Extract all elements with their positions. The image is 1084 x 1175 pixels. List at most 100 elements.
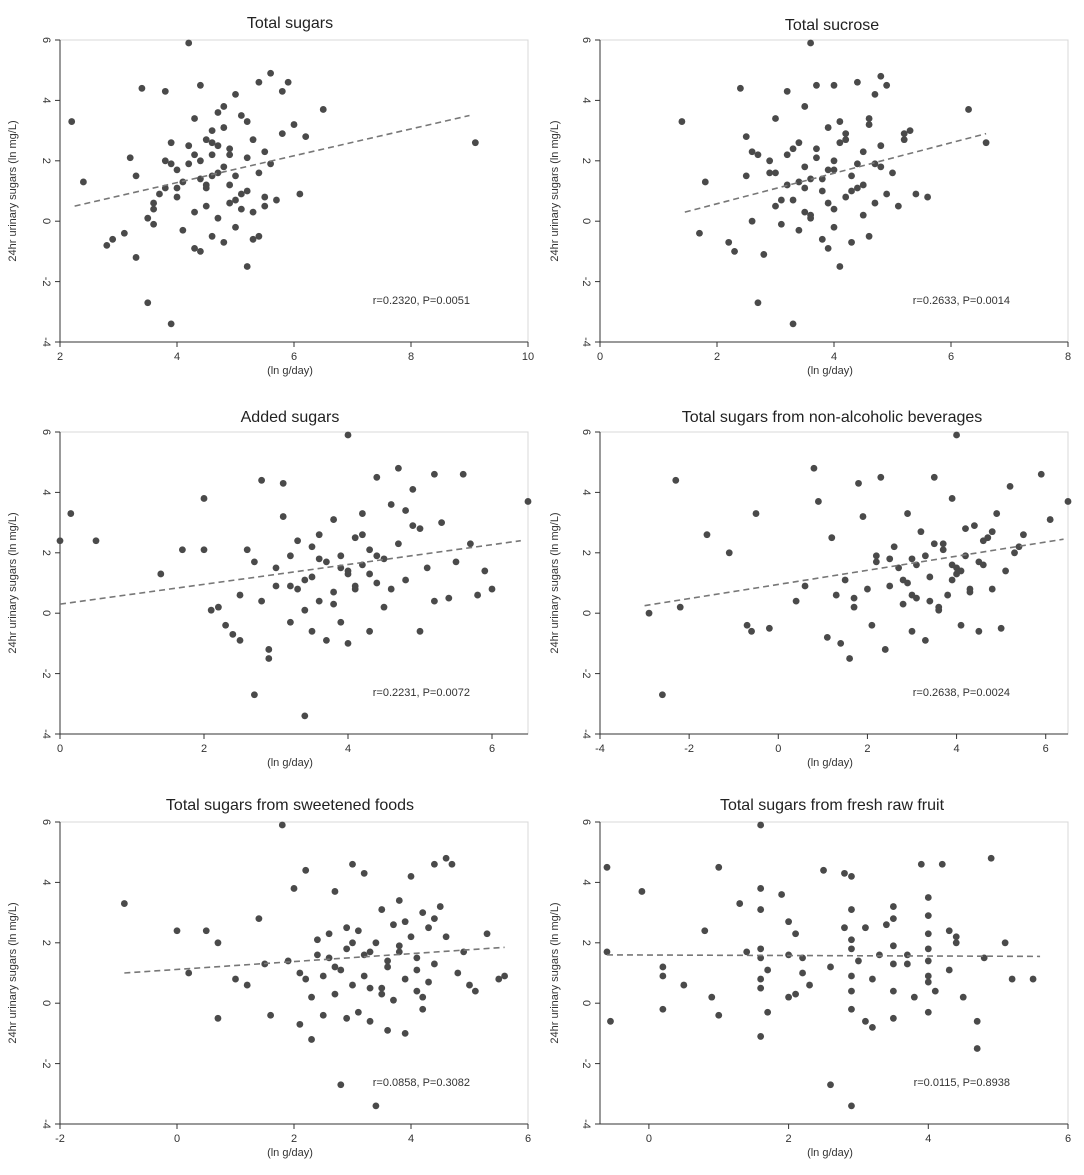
panel-6-data-point bbox=[607, 1017, 614, 1025]
panel-1-data-point bbox=[255, 232, 263, 240]
panel-1-data-point bbox=[202, 184, 210, 192]
panel-6-data-point bbox=[973, 1017, 981, 1025]
panel-3-data-point bbox=[366, 570, 373, 578]
panel-1-data-point bbox=[296, 190, 304, 198]
panel-4-data-point bbox=[672, 476, 680, 484]
panel-6-data-point bbox=[924, 957, 932, 965]
panel-5-data-point bbox=[202, 927, 210, 935]
panel-3-data-point bbox=[380, 603, 388, 611]
panel-5-data-point bbox=[401, 918, 409, 926]
panel-2-data-point bbox=[848, 172, 855, 180]
panel-1-data-point bbox=[185, 142, 193, 150]
panel-5-data-point bbox=[384, 957, 391, 965]
panel-3-data-point bbox=[308, 543, 316, 551]
panel-1-data-point bbox=[179, 226, 187, 234]
panel-2-data-point bbox=[772, 115, 779, 122]
panel-3-data-point bbox=[431, 470, 438, 478]
panel-1-data-point bbox=[249, 208, 257, 216]
panel-2-data-point bbox=[859, 181, 867, 189]
panel-2-data-point bbox=[877, 142, 885, 150]
panel-6-data-point bbox=[757, 906, 765, 913]
panel-5-y-tick-label: 2 bbox=[40, 940, 52, 946]
panel-5-data-point bbox=[454, 969, 462, 977]
panel-6-data-point bbox=[931, 987, 939, 995]
panel-6-data-point bbox=[757, 945, 765, 953]
panel-3-data-point bbox=[373, 552, 381, 560]
panel-6-data-point bbox=[924, 972, 932, 980]
panel-5-data-point bbox=[349, 981, 356, 989]
panel-4-data-point bbox=[921, 636, 929, 644]
panel-4-data-point bbox=[815, 498, 822, 505]
panel-3-data-point bbox=[315, 555, 323, 563]
panel-2-data-point bbox=[900, 130, 908, 138]
panel-1-data-point bbox=[132, 254, 140, 261]
panel-1-x-tick-label: 4 bbox=[174, 351, 180, 363]
panel-5-data-point bbox=[442, 854, 450, 862]
panel-1-y-tick-label: -4 bbox=[40, 337, 52, 347]
panel-1-data-point bbox=[249, 136, 257, 144]
panel-6-data-point bbox=[903, 960, 911, 968]
panel-4-data-point bbox=[886, 582, 894, 590]
panel-1-x-tick-label: 2 bbox=[57, 351, 63, 363]
panel-1-y-tick-label: 2 bbox=[40, 158, 52, 164]
panel-2-data-point bbox=[824, 166, 832, 174]
panel-5-data-point bbox=[425, 978, 432, 986]
panel-2-data-point bbox=[965, 106, 972, 113]
panel-3-x-tick-label: 6 bbox=[489, 743, 495, 755]
panel-3-data-point bbox=[330, 516, 337, 523]
panel-1-data-point bbox=[232, 223, 239, 231]
panel-2-data-point bbox=[854, 160, 861, 168]
panel-4-x-tick-label: -2 bbox=[684, 743, 694, 755]
panel-4-data-point bbox=[872, 558, 880, 566]
panel-5-data-point bbox=[331, 888, 339, 895]
panel-4-data-point bbox=[850, 603, 858, 611]
panel-1-data-point bbox=[161, 87, 169, 95]
panel-1-data-point bbox=[237, 112, 245, 119]
panel-1-data-point bbox=[138, 84, 146, 92]
panel-1-x-tick-label: 8 bbox=[408, 351, 414, 363]
panel-5-data-point bbox=[232, 975, 239, 983]
panel-2-data-point bbox=[836, 263, 844, 270]
panel-5-data-point bbox=[431, 960, 438, 968]
panel-3-data-point bbox=[279, 479, 287, 487]
panel-3-y-tick-label: -2 bbox=[40, 669, 52, 679]
panel-5-y-tick-label: 4 bbox=[40, 879, 52, 885]
panel-2-data-point bbox=[824, 199, 832, 207]
panel-5-data-point bbox=[390, 921, 397, 929]
panel-6-data-point bbox=[959, 993, 967, 1001]
panel-6-data-point bbox=[924, 1008, 932, 1016]
panel-2-y-label: 24hr urinary sugars (ln mg/L) bbox=[549, 120, 561, 261]
panel-4-data-point bbox=[966, 588, 974, 596]
panel-5-data-point bbox=[360, 972, 368, 980]
panel-2-x-tick-label: 8 bbox=[1065, 351, 1071, 363]
panel-3-data-point bbox=[287, 582, 294, 590]
panel-2-data-point bbox=[871, 199, 879, 207]
panel-3-plot-area bbox=[59, 431, 529, 735]
panel-3-data-point bbox=[409, 522, 417, 530]
panel-6-data-point bbox=[848, 906, 855, 913]
panel-3-data-point bbox=[344, 567, 352, 575]
panel-3-data-point bbox=[459, 470, 467, 478]
panel-2-data-point bbox=[737, 84, 744, 92]
panel-1-data-point bbox=[249, 235, 257, 243]
panel-6-data-point bbox=[876, 951, 883, 959]
panel-1-data-point bbox=[255, 169, 263, 177]
panel-1-data-point bbox=[150, 205, 158, 213]
panel-6-data-point bbox=[1001, 939, 1009, 947]
panel-6-y-label: 24hr urinary sugars (ln mg/L) bbox=[549, 902, 561, 1043]
panel-2-data-point bbox=[877, 72, 885, 80]
panel-1-data-point bbox=[237, 190, 245, 198]
panel-4-data-point bbox=[832, 591, 840, 599]
panel-4-data-point bbox=[850, 594, 858, 602]
panel-2-data-point bbox=[924, 193, 931, 201]
panel-3-x-label: (ln g/day) bbox=[267, 757, 313, 769]
panel-3-data-point bbox=[488, 585, 496, 593]
panel-6-data-point bbox=[785, 993, 792, 1001]
panel-5-annotation: r=0.0858, P=0.3082 bbox=[373, 1077, 470, 1089]
panel-1-title: Total sugars bbox=[247, 15, 333, 32]
panel-2-fit-line bbox=[684, 132, 987, 213]
panel-6-fit-line bbox=[606, 954, 1041, 958]
panel-2-data-point bbox=[982, 139, 990, 147]
panel-1-data-point bbox=[278, 87, 286, 95]
panel-2-data-point bbox=[818, 235, 826, 243]
